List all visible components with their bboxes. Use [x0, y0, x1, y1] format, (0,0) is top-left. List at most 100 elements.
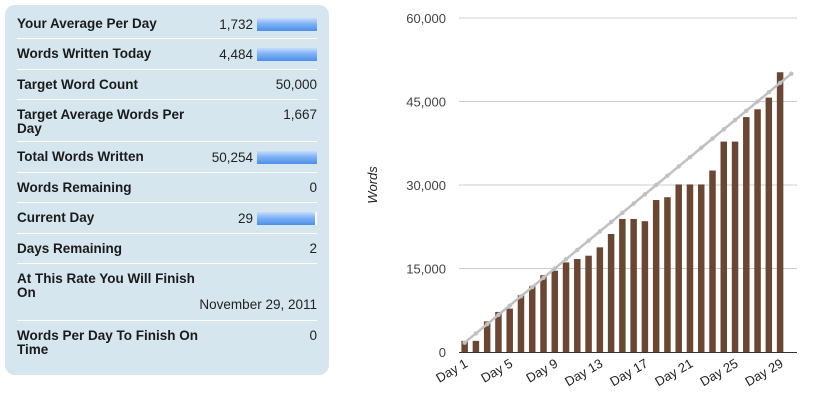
target-point — [653, 182, 659, 188]
y-axis-title: Words — [365, 166, 380, 204]
y-tick-label: 15,000 — [406, 262, 446, 277]
x-tick-label: Day 13 — [562, 356, 605, 390]
bar — [495, 311, 502, 352]
stat-label: Target Word Count — [17, 77, 138, 92]
bar — [765, 97, 773, 352]
target-point — [710, 136, 715, 141]
target-point — [484, 321, 490, 327]
stat-label: Words Remaining — [17, 180, 132, 195]
target-point — [631, 201, 636, 206]
bar — [506, 308, 513, 352]
target-point — [597, 229, 603, 234]
progress-bar-fill — [257, 151, 317, 164]
bar — [664, 197, 671, 352]
stat-row-words-remaining: Words Remaining 0 — [17, 173, 317, 203]
target-point — [586, 238, 591, 243]
target-point — [721, 127, 726, 132]
bar — [585, 255, 592, 352]
y-tick-label: 60,000 — [406, 11, 446, 26]
target-point — [473, 331, 479, 336]
stat-value: 2 — [309, 241, 317, 256]
bar — [528, 286, 536, 352]
x-tick-label: Day 29 — [742, 356, 785, 390]
bar — [596, 247, 604, 352]
bar — [472, 340, 480, 352]
bar — [652, 200, 660, 352]
target-point — [665, 173, 670, 178]
stat-row-total-words: Total Words Written 50,254 — [17, 142, 317, 173]
target-point — [676, 164, 681, 169]
bar — [675, 184, 682, 352]
target-point — [744, 108, 749, 113]
stat-value: 50,000 — [275, 77, 317, 92]
stat-label: Current Day — [17, 210, 95, 225]
bar — [540, 275, 547, 352]
stat-label: Days Remaining — [17, 241, 123, 256]
bar — [461, 340, 468, 352]
stat-row-target-average: Target Average Words Per Day 1,667 — [17, 100, 317, 142]
target-point — [608, 219, 614, 225]
target-point — [777, 80, 783, 86]
target-point — [541, 275, 546, 280]
bar — [776, 72, 784, 352]
progress-bar — [257, 151, 317, 164]
target-point — [496, 312, 501, 318]
x-tick-label: Day 21 — [652, 356, 695, 390]
stat-value: 4,484 — [219, 47, 253, 62]
bar — [517, 295, 525, 352]
stat-label: Total Words Written — [17, 149, 144, 164]
bar — [697, 184, 705, 352]
stat-label: Words Written Today — [17, 46, 152, 61]
progress-bar-fill — [257, 48, 317, 61]
stats-panel: Your Average Per Day 1,732 Words Written T… — [5, 5, 329, 375]
target-point — [530, 284, 535, 290]
target-line — [463, 72, 793, 344]
target-point — [755, 99, 760, 104]
target-point — [552, 266, 557, 271]
stat-row-words-per-day-to-finish: Words Per Day To Finish On Time 0 — [17, 321, 317, 371]
x-tick-label: Day 5 — [478, 356, 515, 386]
bar — [754, 109, 761, 352]
bar — [574, 259, 581, 352]
stat-label: At This Rate You Will Finish On — [17, 271, 195, 300]
target-point — [563, 257, 569, 262]
stat-label: Words Per Day To Finish On Time — [17, 328, 199, 357]
bar — [641, 221, 649, 352]
stat-label: Your Average Per Day — [17, 16, 157, 31]
bar — [630, 218, 637, 352]
stat-row-days-remaining: Days Remaining 2 — [17, 234, 317, 264]
target-point — [518, 294, 524, 299]
stat-value: November 29, 2011 — [199, 297, 317, 312]
y-tick-label: 30,000 — [406, 178, 446, 193]
target-point — [732, 117, 738, 123]
y-tick-label: 45,000 — [406, 95, 446, 110]
target-point — [507, 303, 512, 308]
bar — [709, 170, 716, 352]
x-tick-label: Day 1 — [433, 356, 470, 386]
bar — [551, 270, 559, 352]
bar — [619, 218, 626, 352]
y-tick-label: 0 — [439, 345, 446, 360]
target-point — [642, 192, 648, 197]
stat-row-finish-date: At This Rate You Will Finish On November … — [17, 264, 317, 321]
bar — [686, 184, 694, 352]
stat-value: 0 — [309, 328, 317, 343]
progress-bar-fill — [257, 18, 317, 31]
bar — [743, 117, 750, 352]
stat-value: 0 — [309, 180, 317, 195]
stat-label: Target Average Words Per Day — [17, 107, 185, 136]
target-point — [575, 247, 580, 253]
bar — [607, 233, 615, 352]
stat-row-current-day: Current Day 29 — [17, 203, 317, 234]
bar — [720, 141, 728, 352]
bar — [731, 141, 739, 352]
stat-value: 1,732 — [219, 17, 253, 32]
x-tick-label: Day 25 — [697, 356, 740, 390]
stat-row-words-today: Words Written Today 4,484 — [17, 39, 317, 70]
target-point — [766, 90, 772, 95]
bar — [562, 262, 570, 352]
target-point — [687, 154, 693, 160]
bar — [483, 321, 491, 352]
stat-value: 29 — [237, 211, 253, 226]
x-tick-label: Day 17 — [607, 356, 650, 390]
